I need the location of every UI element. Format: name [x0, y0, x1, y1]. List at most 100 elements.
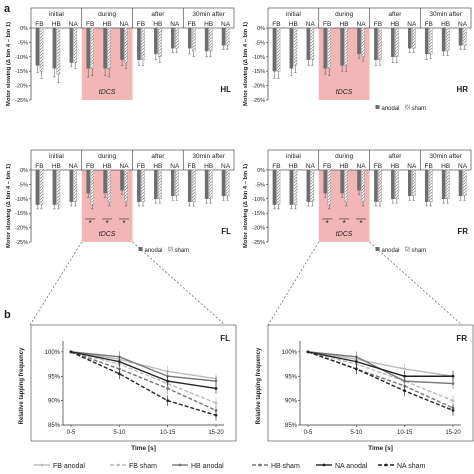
- x-axis-label: Time [s]: [368, 445, 393, 452]
- sham-bar: [225, 27, 230, 46]
- legend-swatch-sham: [168, 246, 173, 252]
- condition-label: HB: [103, 163, 112, 170]
- condition-label: NA: [69, 163, 79, 170]
- y-tick-label: -15%: [15, 69, 28, 75]
- x-tick-label: 5-10: [113, 430, 126, 436]
- condition-label: NA: [357, 163, 367, 170]
- condition-label: NA: [357, 21, 367, 28]
- sham-bar: [327, 169, 332, 205]
- condition-label: FB: [323, 21, 331, 28]
- sham-bar: [39, 169, 44, 205]
- y-axis-label: Motor slowing (Δ bin 4 – bin 1): [6, 164, 12, 248]
- sham-bar: [276, 27, 281, 72]
- condition-label: NA: [306, 163, 316, 170]
- anodal-bar: [221, 27, 226, 46]
- tdcs-shade: [318, 28, 370, 100]
- anodal-bar: [35, 169, 40, 205]
- anodal-bar: [407, 169, 412, 197]
- y-tick-label: -25%: [15, 240, 28, 246]
- condition-label: HB: [103, 21, 112, 28]
- sham-bar: [191, 169, 196, 202]
- y-tick-label: -15%: [252, 211, 265, 217]
- legend-swatch-anodal: [138, 247, 143, 251]
- condition-label: NA: [306, 21, 316, 28]
- anodal-bar: [204, 27, 209, 52]
- bar-panel-hr: tDCS initial FB HB NA during FB HB NA after FB HB NA…: [243, 7, 472, 112]
- condition-label: NA: [170, 21, 180, 28]
- sham-bar: [73, 27, 78, 63]
- y-tick-label: -25%: [252, 98, 265, 104]
- line-panel-fr: 85% 90% 95% 100% 0-5 5-10 10-15 15-20 Time [s] Re…: [256, 324, 474, 452]
- anodal-bar: [120, 169, 124, 191]
- series-line: [70, 351, 217, 412]
- data-point: [451, 374, 455, 378]
- sham-bar: [361, 27, 365, 57]
- legend-label: FB anodal: [53, 463, 85, 470]
- condition-label: FB: [425, 163, 433, 170]
- data-point: [451, 399, 455, 403]
- sham-bar: [141, 169, 145, 202]
- y-axis-label: Motor slowing (Δ bin 4 – bin 1): [243, 164, 249, 248]
- sham-bar: [293, 27, 298, 66]
- bar-panel-fl: tDCS initial FB HB NA during FB HB NA after FB HB NA…: [6, 149, 235, 254]
- condition-label: FB: [425, 21, 433, 28]
- anodal-bar: [357, 27, 361, 55]
- anodal-bar: [103, 27, 107, 69]
- zoom-connector: [29, 241, 83, 326]
- anodal-bar: [187, 27, 192, 49]
- data-point: [214, 401, 218, 405]
- bar-panel-fr: tDCS initial FB HB NA during FB HB NA after FB HB NA…: [243, 149, 472, 254]
- phase-label: 30min after: [192, 11, 225, 18]
- y-axis-label: Relative tapping frequency: [256, 347, 262, 424]
- condition-label: FB: [86, 21, 94, 28]
- sham-bar: [56, 169, 61, 205]
- phase-label: during: [98, 11, 116, 18]
- y-tick-label: 100%: [45, 350, 61, 356]
- condition-label: FB: [86, 163, 94, 170]
- y-tick-label: -5%: [255, 182, 265, 188]
- legend-marker: [40, 463, 44, 467]
- x-tick-label: 15-20: [208, 430, 224, 436]
- sham-bar: [310, 27, 315, 60]
- anodal-bar: [323, 169, 328, 194]
- anodal-bar: [374, 169, 378, 202]
- legend-label: HB anodal: [191, 463, 224, 470]
- sham-bar: [293, 169, 298, 205]
- y-tick-label: -5%: [18, 182, 28, 188]
- anodal-bar: [52, 169, 57, 205]
- phase-label: after: [388, 153, 402, 160]
- condition-label: FB: [137, 163, 145, 170]
- zoom-connectors: [29, 241, 463, 326]
- significance-star: *: [106, 219, 109, 228]
- anodal-bar: [391, 169, 395, 199]
- data-point: [166, 379, 170, 383]
- sham-bar: [158, 169, 162, 199]
- data-point: [354, 360, 358, 364]
- y-tick-label: 100%: [282, 350, 298, 356]
- panel-title: HL: [220, 85, 231, 94]
- condition-label: HB: [153, 163, 162, 170]
- phase-label: during: [335, 11, 353, 18]
- anodal-bar: [407, 27, 412, 49]
- phase-label: 30min after: [429, 153, 462, 160]
- zoom-connector: [267, 241, 320, 326]
- series-line: [307, 351, 454, 412]
- anodal-bar: [424, 27, 429, 55]
- y-tick-label: -15%: [252, 69, 265, 75]
- anodal-bar: [137, 169, 141, 202]
- anodal-bar: [204, 169, 209, 199]
- condition-label: FB: [272, 163, 280, 170]
- y-tick-label: -20%: [252, 84, 265, 90]
- tdcs-label: tDCS: [336, 89, 353, 96]
- anodal-bar: [441, 169, 446, 199]
- data-point: [403, 374, 407, 378]
- y-tick-label: 0%: [20, 26, 28, 32]
- panel-title: FL: [221, 227, 231, 236]
- y-tick-label: 90%: [48, 399, 61, 405]
- phase-label: initial: [49, 11, 64, 18]
- anodal-bar: [424, 169, 429, 202]
- data-point: [214, 413, 218, 417]
- anodal-bar: [52, 27, 57, 69]
- sham-bar: [462, 169, 467, 197]
- sham-bar: [90, 169, 95, 205]
